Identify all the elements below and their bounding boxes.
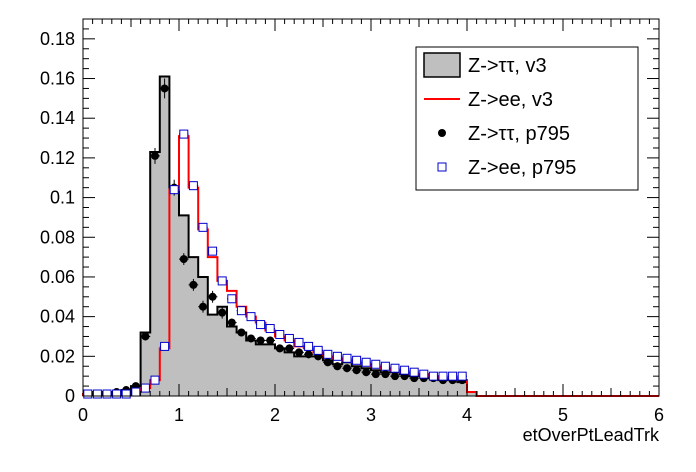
series-2-point [179, 255, 188, 264]
series-3-point [160, 341, 170, 351]
series-3-point [294, 337, 304, 347]
series-3-point [361, 357, 371, 367]
series-3-point [400, 365, 410, 375]
series-2-point [237, 328, 246, 337]
series-3-point [236, 306, 246, 316]
legend-label-1: Z->ee, v3 [468, 89, 553, 111]
legend-swatch-3 [437, 162, 447, 172]
series-3-point [121, 389, 131, 399]
series-3-point [198, 222, 208, 232]
legend-label-0: Z->ττ, v3 [468, 55, 547, 77]
x-tick-label: 3 [366, 405, 376, 425]
series-2-point [189, 280, 198, 289]
series-2-point [275, 344, 284, 353]
series-3-point [313, 345, 323, 355]
y-tick-label: 0.04 [40, 307, 75, 327]
series-3-point [150, 375, 160, 385]
legend-swatch-0 [423, 52, 461, 78]
series-3-point [179, 129, 189, 139]
series-3-point [188, 181, 198, 191]
series-2-point [381, 370, 390, 379]
x-axis-title: etOverPtLeadTrk [523, 425, 660, 445]
y-tick-label: 0.14 [40, 108, 75, 128]
series-3-point [380, 361, 390, 371]
series-2-point [266, 336, 275, 345]
y-tick-label: 0.12 [40, 148, 75, 168]
series-3-point [92, 389, 102, 399]
series-2-point [371, 370, 380, 379]
x-tick-label: 2 [270, 405, 280, 425]
legend-swatch-2 [438, 129, 446, 137]
y-tick-label: 0.06 [40, 267, 75, 287]
x-tick-label: 0 [78, 405, 88, 425]
y-tick-label: 0.08 [40, 227, 75, 247]
series-2-point [391, 372, 399, 381]
series-3-point [169, 185, 179, 195]
series-3-point [323, 349, 333, 359]
series-3-point [208, 246, 218, 256]
series-2-point [208, 292, 217, 301]
y-tick-label: 0.02 [40, 346, 75, 366]
x-tick-label: 4 [462, 405, 472, 425]
series-3-point [140, 383, 150, 393]
series-3-point [284, 333, 294, 343]
legend-label-2: Z->ττ, p795 [468, 123, 570, 145]
series-2-point [362, 368, 371, 377]
y-tick-label: 0 [65, 386, 75, 406]
series-3-point [438, 371, 448, 381]
y-tick-label: 0.1 [50, 188, 75, 208]
series-3-point [227, 294, 237, 304]
series-2-point [141, 332, 150, 341]
series-3-point [448, 371, 458, 381]
series-2-point [218, 308, 227, 317]
series-3-point [371, 359, 381, 369]
y-tick-label: 0.16 [40, 69, 75, 89]
series-3-point [390, 363, 400, 373]
series-3-point [275, 329, 285, 339]
series-2-point [333, 362, 342, 371]
series-3-point [457, 371, 467, 381]
series-3-point [217, 276, 227, 286]
axes-layer: 0 1 2 3 4 5 6 0 0.02 0.04 0.06 0.08 0.1 0.12 0.14 0.16 0… [40, 18, 664, 425]
series-3-point [419, 369, 429, 379]
series-2-point [304, 350, 313, 359]
legend: Z->ττ, v3 Z->ee, v3 Z->ττ, p795 Z->ee, p795 [415, 46, 639, 191]
series-2-point [227, 318, 236, 327]
series-3-point [428, 371, 438, 381]
series-3-point [246, 312, 256, 322]
series-3-point [342, 353, 352, 363]
y-tick-label: 0.18 [40, 29, 75, 49]
series-3-point [256, 320, 266, 330]
series-3-point [131, 387, 141, 397]
series-2-point [352, 366, 361, 375]
series-3-point [409, 367, 419, 377]
series-2-point [256, 336, 265, 345]
series-3-point [102, 389, 112, 399]
series-2-point [343, 364, 351, 373]
series-2-point [160, 84, 169, 93]
x-tick-label: 6 [654, 405, 664, 425]
series-3-point [304, 341, 314, 351]
series-2-point [247, 334, 255, 343]
series-3-point [265, 324, 275, 334]
series-2-point [323, 358, 332, 367]
series-3-point [112, 389, 122, 399]
x-tick-label: 1 [174, 405, 184, 425]
series-2-point [199, 302, 207, 311]
series-3-point [83, 389, 93, 399]
series-3-point [332, 351, 342, 361]
series-2-point [295, 348, 303, 357]
x-tick-label: 5 [558, 405, 568, 425]
series-2-point [285, 344, 294, 353]
legend-label-3: Z->ee, p795 [468, 157, 576, 179]
series-2-point [151, 151, 159, 160]
series-3-point [352, 355, 362, 365]
